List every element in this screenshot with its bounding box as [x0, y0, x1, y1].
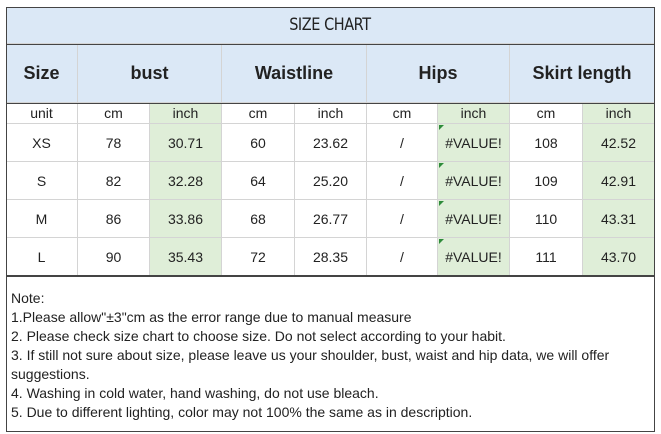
note-line: Note:: [11, 290, 45, 306]
column-header: Size: [6, 44, 78, 103]
data-cell: 72: [222, 238, 295, 276]
data-cell: /: [367, 162, 438, 200]
data-cell: #VALUE!: [438, 124, 510, 162]
unit-cell: unit: [6, 103, 78, 124]
data-cell: 33.86: [150, 200, 222, 238]
data-cell: L: [6, 238, 78, 276]
note-line: 1.Please allow"±3"cm as the error range …: [11, 309, 412, 325]
data-cell: 78: [78, 124, 150, 162]
data-cell: S: [6, 162, 78, 200]
column-header: Waistline: [222, 44, 367, 103]
data-cell: M: [6, 200, 78, 238]
data-cell: 111: [510, 238, 583, 276]
unit-cell: cm: [78, 103, 150, 124]
title-cell: SIZE CHART: [6, 7, 655, 44]
divider: [6, 44, 655, 45]
data-cell: #VALUE!: [438, 238, 510, 276]
data-cell: #VALUE!: [438, 162, 510, 200]
note-line: 3. If still not sure about size, please …: [11, 347, 610, 382]
data-cell: 35.43: [150, 238, 222, 276]
divider: [6, 103, 655, 104]
unit-cell: inch: [438, 103, 510, 124]
unit-cell: cm: [510, 103, 583, 124]
notes: Note: 1.Please allow"±3"cm as the error r…: [6, 276, 655, 432]
data-cell: 42.52: [583, 124, 655, 162]
column-header: Hips: [367, 44, 510, 103]
data-cell: #VALUE!: [438, 200, 510, 238]
data-cell: 64: [222, 162, 295, 200]
data-cell: /: [367, 238, 438, 276]
data-cell: 90: [78, 238, 150, 276]
column-header: bust: [78, 44, 222, 103]
data-cell: 109: [510, 162, 583, 200]
data-cell: 43.70: [583, 238, 655, 276]
unit-cell: inch: [583, 103, 655, 124]
unit-cell: cm: [367, 103, 438, 124]
title: SIZE CHART: [289, 15, 371, 35]
note-line: 5. Due to different lighting, color may …: [11, 404, 473, 420]
note-line: 4. Washing in cold water, hand washing, …: [11, 385, 379, 401]
data-cell: 68: [222, 200, 295, 238]
unit-cell: inch: [295, 103, 367, 124]
data-cell: 26.77: [295, 200, 367, 238]
data-cell: 86: [78, 200, 150, 238]
data-cell: 42.91: [583, 162, 655, 200]
data-cell: /: [367, 200, 438, 238]
data-cell: 30.71: [150, 124, 222, 162]
data-cell: 110: [510, 200, 583, 238]
unit-cell: inch: [150, 103, 222, 124]
unit-cell: cm: [222, 103, 295, 124]
data-cell: /: [367, 124, 438, 162]
data-cell: 43.31: [583, 200, 655, 238]
data-cell: 25.20: [295, 162, 367, 200]
data-cell: 23.62: [295, 124, 367, 162]
column-header: Skirt length: [510, 44, 655, 103]
data-cell: XS: [6, 124, 78, 162]
data-cell: 82: [78, 162, 150, 200]
data-cell: 60: [222, 124, 295, 162]
data-cell: 32.28: [150, 162, 222, 200]
data-cell: 108: [510, 124, 583, 162]
note-line: 2. Please check size chart to choose siz…: [11, 328, 506, 344]
data-cell: 28.35: [295, 238, 367, 276]
